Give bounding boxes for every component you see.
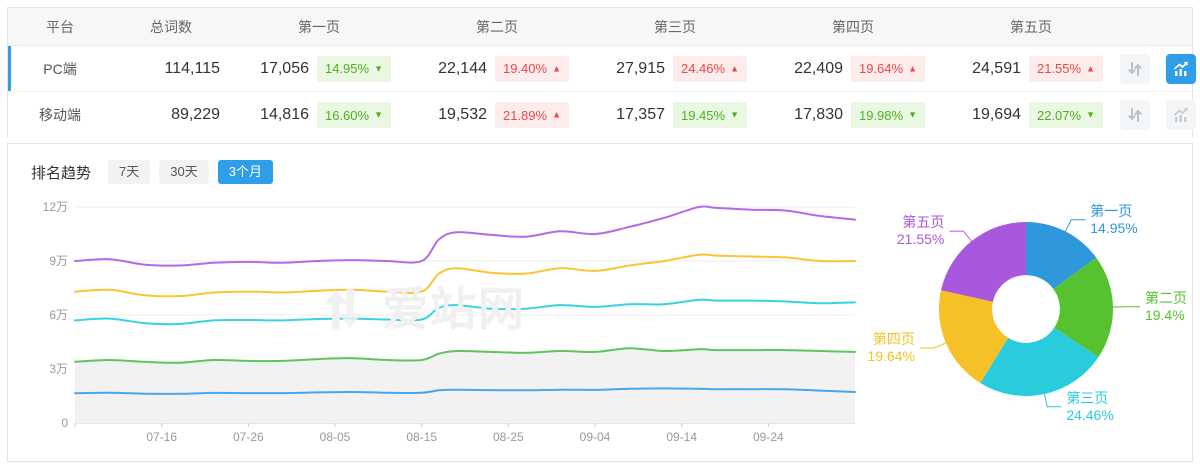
change-badge-down: 14.95% ▼ [317, 55, 391, 82]
page-3-cell: 27,915 24.46% ▲ [586, 55, 764, 82]
change-badge-down: 19.98% ▼ [851, 102, 925, 128]
series-area-第二页 [75, 348, 855, 423]
series-line-第二页 [74, 347, 856, 364]
down-triangle-icon: ▼ [374, 63, 383, 73]
down-triangle-icon: ▼ [374, 109, 383, 120]
sort-arrows-icon[interactable] [1120, 53, 1150, 84]
change-badge-up: 24.46% ▲ [673, 55, 747, 82]
y-axis-tick-label: 12万 [43, 200, 68, 214]
platform-cell: 移动端 [39, 107, 81, 123]
donut-leader-line [1043, 392, 1062, 408]
period-tabs: 7天 30天 3个月 [99, 160, 273, 184]
total-words-cell: 89,229 [171, 106, 220, 123]
rank-table: 平台 总词数 第一页 第二页 第三页 第四页 第五页 PC端 114,115 17,056 14.… [7, 7, 1196, 138]
x-axis-tick-label: 07-26 [233, 430, 264, 444]
page-count: 22,144 [438, 59, 487, 77]
series-line-第四页 [74, 253, 856, 298]
row-actions [1120, 53, 1200, 84]
column-header-5: 第三页 [654, 18, 696, 35]
column-header-1: 平台 [46, 18, 74, 35]
page-count: 17,357 [616, 106, 665, 123]
donut-slice-第一页[interactable] [1026, 222, 1097, 289]
donut-leader-line [919, 342, 947, 349]
page-1-cell: 17,056 14.95% ▼ [230, 55, 408, 82]
column-header-3: 第一页 [298, 18, 340, 35]
trend-title: 排名趋势 [31, 164, 92, 182]
rank-trend-line-chart[interactable]: 0 3万 6万 9万 12万 07-16 07-26 08-05 08-15 08-25 09-04… [30, 195, 865, 450]
change-badge-down: 16.60% ▼ [317, 102, 391, 128]
table-row-PC端[interactable]: PC端 114,115 17,056 14.95% ▼ 22,144 19.40% ▲ 27,9… [8, 46, 1196, 92]
change-badge-up: 21.89% ▲ [495, 102, 569, 128]
page-count: 19,532 [438, 106, 487, 123]
series-line-第一页 [74, 387, 856, 395]
up-triangle-icon: ▲ [1086, 63, 1095, 73]
page-2-cell: 22,144 19.40% ▲ [408, 55, 586, 82]
up-triangle-icon: ▲ [730, 63, 739, 73]
change-badge-down: 19.45% ▼ [673, 102, 747, 128]
x-axis-tick-label: 09-14 [666, 430, 697, 444]
donut-slice-第三页[interactable] [980, 327, 1099, 396]
table-header-row: 平台 总词数 第一页 第二页 第三页 第四页 第五页 [8, 8, 1192, 46]
platform-cell: PC端 [43, 60, 77, 77]
column-header-7: 第五页 [1010, 18, 1052, 35]
page-count: 22,409 [794, 59, 843, 77]
x-axis-tick-label: 08-05 [320, 430, 351, 444]
column-header-2: 总词数 [150, 18, 192, 35]
x-axis-tick-label: 08-25 [493, 430, 524, 444]
series-line-第三页 [74, 298, 856, 326]
trend-header: 排名趋势 7天 30天 3个月 [31, 160, 273, 184]
up-triangle-icon: ▲ [908, 63, 917, 73]
change-badge-up: 19.64% ▲ [851, 55, 925, 82]
page-count: 24,591 [972, 59, 1021, 77]
page-4-cell: 22,409 19.64% ▲ [764, 55, 942, 82]
page-2-cell: 19,532 21.89% ▲ [408, 102, 586, 128]
x-axis-tick-label: 09-04 [580, 430, 611, 444]
total-words-cell: 114,115 [164, 59, 220, 77]
up-triangle-icon: ▲ [552, 109, 561, 120]
y-axis-tick-label: 3万 [49, 362, 68, 376]
page-5-cell: 19,694 22.07% ▼ [942, 102, 1120, 128]
page-count: 19,694 [972, 106, 1021, 123]
change-badge-up: 21.55% ▲ [1029, 55, 1103, 82]
page-distribution-donut-chart[interactable] [860, 185, 1200, 435]
down-triangle-icon: ▼ [730, 109, 739, 120]
tab-7天[interactable]: 7天 [108, 160, 151, 184]
page-count: 17,056 [260, 59, 309, 77]
donut-slice-第五页[interactable] [941, 222, 1026, 302]
column-header-6: 第四页 [832, 18, 874, 35]
donut-slice-第四页[interactable] [938, 290, 1009, 383]
down-triangle-icon: ▼ [1086, 109, 1095, 120]
trend-chart-icon[interactable] [1166, 100, 1196, 130]
donut-slice-第二页[interactable] [1053, 257, 1113, 358]
y-axis-tick-label: 6万 [49, 308, 68, 322]
row-actions [1120, 100, 1200, 130]
page-count: 27,915 [616, 59, 665, 77]
page-3-cell: 17,357 19.45% ▼ [586, 102, 764, 128]
x-axis-tick-label: 07-16 [146, 430, 177, 444]
page-count: 17,830 [794, 106, 843, 123]
column-header-4: 第二页 [476, 18, 518, 35]
up-triangle-icon: ▲ [552, 63, 561, 73]
x-axis-tick-label: 08-15 [406, 430, 437, 444]
page-count: 14,816 [260, 106, 309, 123]
donut-leader-line [1064, 219, 1086, 233]
tab-3个月[interactable]: 3个月 [217, 160, 273, 184]
change-badge-down: 22.07% ▼ [1029, 102, 1103, 128]
trend-chart-icon[interactable] [1166, 53, 1196, 84]
table-body: PC端 114,115 17,056 14.95% ▼ 22,144 19.40% ▲ 27,9… [8, 46, 1196, 138]
series-line-第五页 [74, 205, 856, 267]
y-axis-tick-label: 0 [61, 416, 68, 430]
table-row-移动端[interactable]: 移动端 89,229 14,816 16.60% ▼ 19,532 21.89% ▲ 17,35… [8, 92, 1196, 138]
change-badge-up: 19.40% ▲ [495, 55, 569, 82]
tab-30天[interactable]: 30天 [159, 160, 209, 184]
page-1-cell: 14,816 16.60% ▼ [230, 102, 408, 128]
donut-leader-line [949, 230, 973, 243]
down-triangle-icon: ▼ [908, 109, 917, 120]
y-axis-tick-label: 9万 [49, 254, 68, 268]
x-axis-tick-label: 09-24 [753, 430, 784, 444]
sort-arrows-icon[interactable] [1120, 100, 1150, 130]
page-5-cell: 24,591 21.55% ▲ [942, 55, 1120, 82]
page-4-cell: 17,830 19.98% ▼ [764, 102, 942, 128]
